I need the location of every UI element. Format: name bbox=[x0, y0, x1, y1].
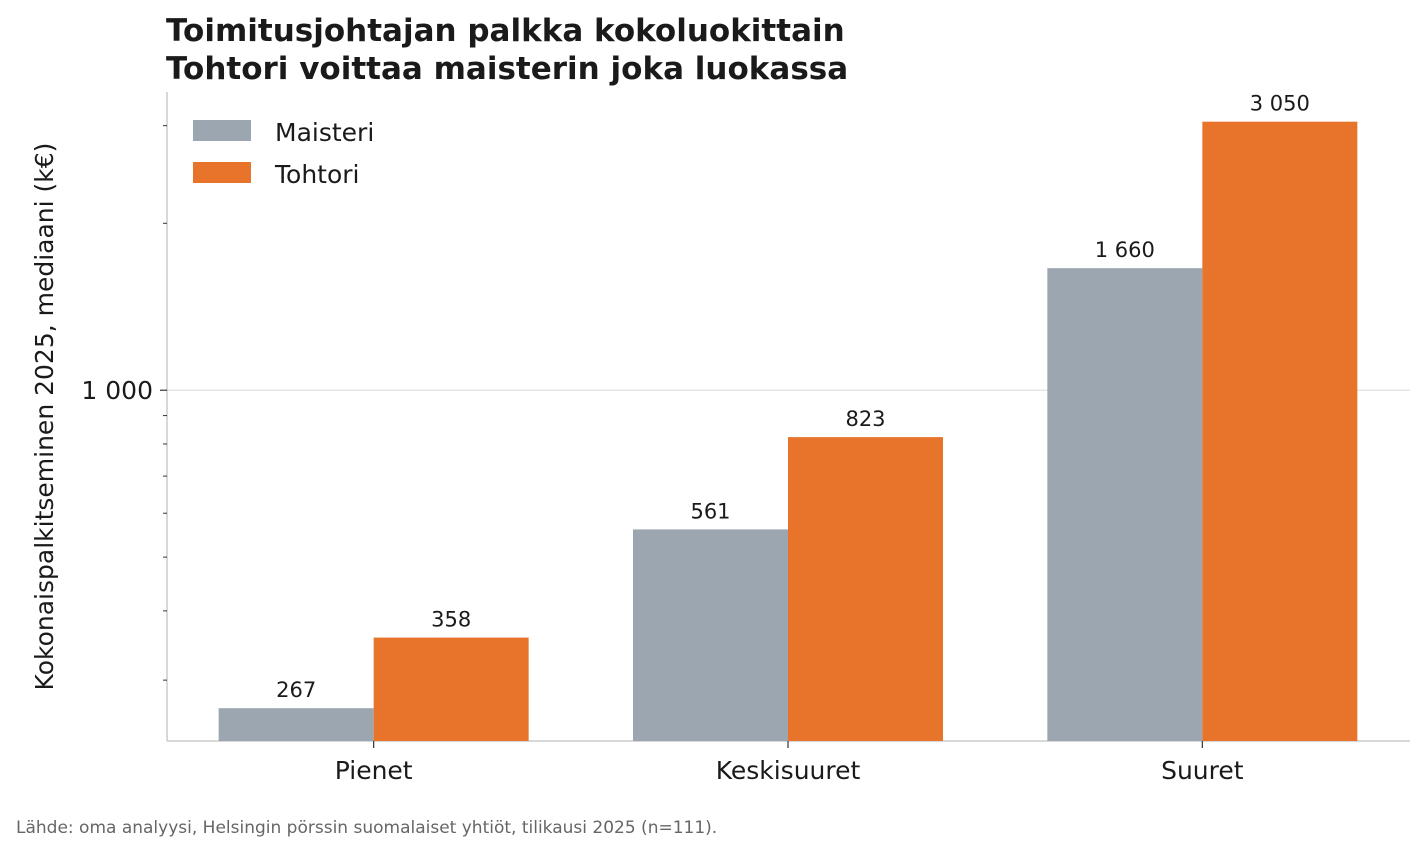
bar-maisteri-0 bbox=[218, 708, 374, 741]
x-tick-label-0: Pienet bbox=[335, 756, 413, 785]
bar-maisteri-1 bbox=[633, 529, 788, 741]
chart-title-block: Toimitusjohtajan palkka kokoluokittain T… bbox=[166, 12, 848, 88]
bar-maisteri-2 bbox=[1047, 268, 1203, 741]
bar-label-maisteri-2: 1 660 bbox=[1095, 238, 1155, 262]
bar-label-maisteri-0: 267 bbox=[276, 678, 316, 702]
y-axis-label: Kokonaispalkitseminen 2025, mediaani (k€… bbox=[30, 143, 59, 691]
legend-swatch-tohtori bbox=[193, 162, 251, 183]
x-tick-label-1: Keskisuuret bbox=[716, 756, 861, 785]
bar-label-tohtori-1: 823 bbox=[845, 407, 885, 431]
source-note: Lähde: oma analyysi, Helsingin pörssin s… bbox=[16, 818, 718, 838]
bar-label-maisteri-1: 561 bbox=[690, 499, 730, 523]
chart-subtitle: Tohtori voittaa maisterin joka luokassa bbox=[166, 51, 849, 87]
bar-tohtori-1 bbox=[788, 437, 943, 741]
chart-title: Toimitusjohtajan palkka kokoluokittain bbox=[166, 13, 845, 49]
bar-tohtori-2 bbox=[1202, 121, 1358, 742]
bar-tohtori-0 bbox=[373, 637, 529, 741]
legend-swatch-maisteri bbox=[193, 120, 251, 141]
bar-label-tohtori-2: 3 050 bbox=[1250, 92, 1310, 116]
x-tick-label-2: Suuret bbox=[1161, 756, 1244, 785]
legend-label-tohtori: Tohtori bbox=[274, 160, 360, 189]
y-tick-label-0: 1 000 bbox=[81, 376, 153, 405]
legend-label-maisteri: Maisteri bbox=[275, 118, 374, 147]
bar-label-tohtori-0: 358 bbox=[431, 608, 471, 632]
